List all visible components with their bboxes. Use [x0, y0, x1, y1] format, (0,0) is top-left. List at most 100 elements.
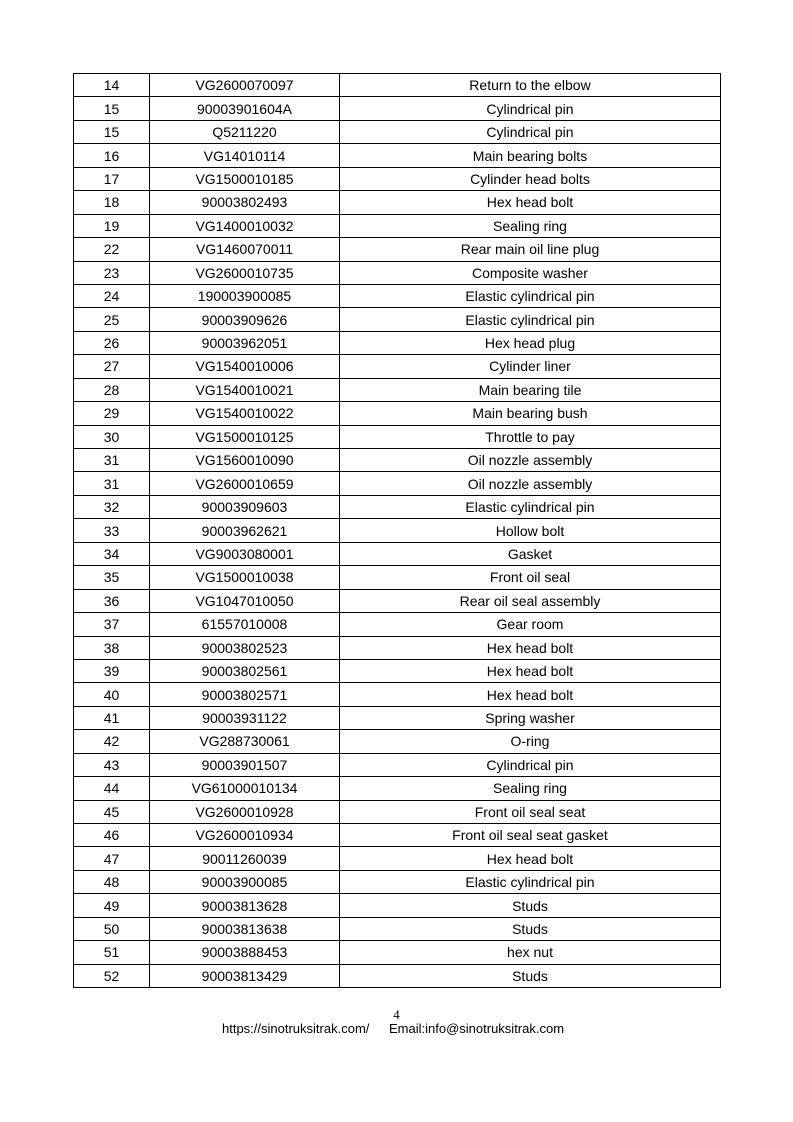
part-name-cell: Hollow bolt [339, 518, 721, 543]
item-number-cell: 34 [73, 541, 150, 567]
table-row: 49 90003813628 Studs [73, 893, 721, 918]
table-row: 24 190003900085 Elastic cylindrical pin [73, 283, 721, 309]
part-name-cell: Main bearing tile [339, 377, 721, 403]
part-name-cell: Throttle to pay [339, 424, 721, 450]
item-number-cell: 43 [73, 752, 150, 778]
item-number-cell: 44 [73, 776, 150, 801]
table-row: 23 VG2600010735 Composite washer [73, 260, 721, 285]
table-row: 35 VG1500010038 Front oil seal [73, 565, 721, 590]
part-number-cell: VG61000010134 [149, 776, 340, 801]
part-name-cell: Cylinder liner [339, 354, 721, 379]
part-number-cell: VG1540010006 [149, 354, 340, 379]
part-name-cell: Studs [339, 963, 721, 989]
item-number-cell: 31 [73, 471, 150, 496]
item-number-cell: 23 [73, 260, 150, 285]
part-name-cell: Front oil seal seat gasket [339, 822, 721, 848]
part-number-cell: VG2600010735 [149, 260, 340, 285]
part-number-cell: VG1400010032 [149, 213, 340, 239]
part-name-cell: Cylindrical pin [339, 96, 721, 121]
item-number-cell: 30 [73, 424, 150, 450]
part-number-cell: VG1540010021 [149, 377, 340, 403]
part-number-cell: 90003802493 [149, 190, 340, 215]
part-name-cell: Hex head plug [339, 330, 721, 356]
table-row: 25 90003909626 Elastic cylindrical pin [73, 307, 721, 332]
table-row: 29 VG1540010022 Main bearing bush [73, 401, 721, 426]
part-name-cell: Elastic cylindrical pin [339, 283, 721, 309]
part-name-cell: Front oil seal [339, 565, 721, 590]
part-number-cell: 90003802523 [149, 635, 340, 660]
item-number-cell: 35 [73, 565, 150, 590]
part-name-cell: Rear oil seal assembly [339, 588, 721, 614]
item-number-cell: 27 [73, 354, 150, 379]
part-number-cell: 90003802571 [149, 682, 340, 707]
table-row: 52 90003813429 Studs [73, 963, 721, 989]
item-number-cell: 50 [73, 916, 150, 942]
table-row: 28 VG1540010021 Main bearing tile [73, 377, 721, 403]
item-number-cell: 24 [73, 283, 150, 309]
table-row: 36 VG1047010050 Rear oil seal assembly [73, 588, 721, 614]
part-name-cell: Rear main oil line plug [339, 237, 721, 262]
item-number-cell: 47 [73, 846, 150, 871]
item-number-cell: 22 [73, 237, 150, 262]
table-row: 48 90003900085 Elastic cylindrical pin [73, 869, 721, 895]
part-name-cell: Gasket [339, 541, 721, 567]
item-number-cell: 25 [73, 307, 150, 332]
part-number-cell: VG1047010050 [149, 588, 340, 614]
part-name-cell: Elastic cylindrical pin [339, 494, 721, 520]
part-number-cell: 90003888453 [149, 940, 340, 965]
table-row: 50 90003813638 Studs [73, 916, 721, 942]
part-name-cell: Cylindrical pin [339, 119, 721, 145]
part-number-cell: 90003909603 [149, 494, 340, 520]
table-row: 22 VG1460070011 Rear main oil line plug [73, 237, 721, 262]
part-name-cell: Studs [339, 893, 721, 918]
part-number-cell: 90003813638 [149, 916, 340, 942]
part-number-cell: 90003813628 [149, 893, 340, 918]
part-name-cell: Oil nozzle assembly [339, 447, 721, 473]
item-number-cell: 36 [73, 588, 150, 614]
item-number-cell: 33 [73, 518, 150, 543]
email-link[interactable]: Email:info@sinotruksitrak.com [389, 1021, 565, 1036]
part-name-cell: Gear room [339, 612, 721, 637]
part-number-cell: VG1500010185 [149, 166, 340, 192]
item-number-cell: 51 [73, 940, 150, 965]
table-row: 17 VG1500010185 Cylinder head bolts [73, 166, 721, 192]
part-number-cell: 90003909626 [149, 307, 340, 332]
table-row: 34 VG9003080001 Gasket [73, 541, 721, 567]
item-number-cell: 31 [73, 447, 150, 473]
table-row: 44 VG61000010134 Sealing ring [73, 776, 721, 801]
part-number-cell: 61557010008 [149, 612, 340, 637]
part-name-cell: Oil nozzle assembly [339, 471, 721, 496]
part-number-cell: 90011260039 [149, 846, 340, 871]
part-number-cell: 90003962621 [149, 518, 340, 543]
table-row: 45 VG2600010928 Front oil seal seat [73, 799, 721, 825]
table-row: 46 VG2600010934 Front oil seal seat gasket [73, 822, 721, 848]
item-number-cell: 48 [73, 869, 150, 895]
item-number-cell: 19 [73, 213, 150, 239]
table-row: 14 VG2600070097 Return to the elbow [73, 72, 721, 98]
part-number-cell: 90003900085 [149, 869, 340, 895]
part-number-cell: VG1500010125 [149, 424, 340, 450]
table-row: 15 90003901604A Cylindrical pin [73, 96, 721, 121]
website-link[interactable]: https://sinotruksitrak.com/ [222, 1021, 370, 1036]
table-row: 40 90003802571 Hex head bolt [73, 682, 721, 707]
part-number-cell: VG288730061 [149, 729, 340, 754]
part-name-cell: Hex head bolt [339, 846, 721, 871]
table-row: 26 90003962051 Hex head plug [73, 330, 721, 356]
part-name-cell: Main bearing bolts [339, 143, 721, 168]
item-number-cell: 17 [73, 166, 150, 192]
part-name-cell: Sealing ring [339, 213, 721, 239]
item-number-cell: 39 [73, 658, 150, 684]
part-number-cell: VG1560010090 [149, 447, 340, 473]
part-number-cell: VG2600010928 [149, 799, 340, 825]
table-row: 16 VG14010114 Main bearing bolts [73, 143, 721, 168]
table-row: 38 90003802523 Hex head bolt [73, 635, 721, 660]
item-number-cell: 49 [73, 893, 150, 918]
table-row: 31 VG2600010659 Oil nozzle assembly [73, 471, 721, 496]
part-number-cell: VG1540010022 [149, 401, 340, 426]
page-number: 4 [393, 1007, 400, 1022]
part-name-cell: Hex head bolt [339, 635, 721, 660]
table-row: 33 90003962621 Hollow bolt [73, 518, 721, 543]
part-name-cell: Hex head bolt [339, 190, 721, 215]
part-number-cell: VG2600070097 [149, 72, 340, 98]
part-number-cell: VG14010114 [149, 143, 340, 168]
